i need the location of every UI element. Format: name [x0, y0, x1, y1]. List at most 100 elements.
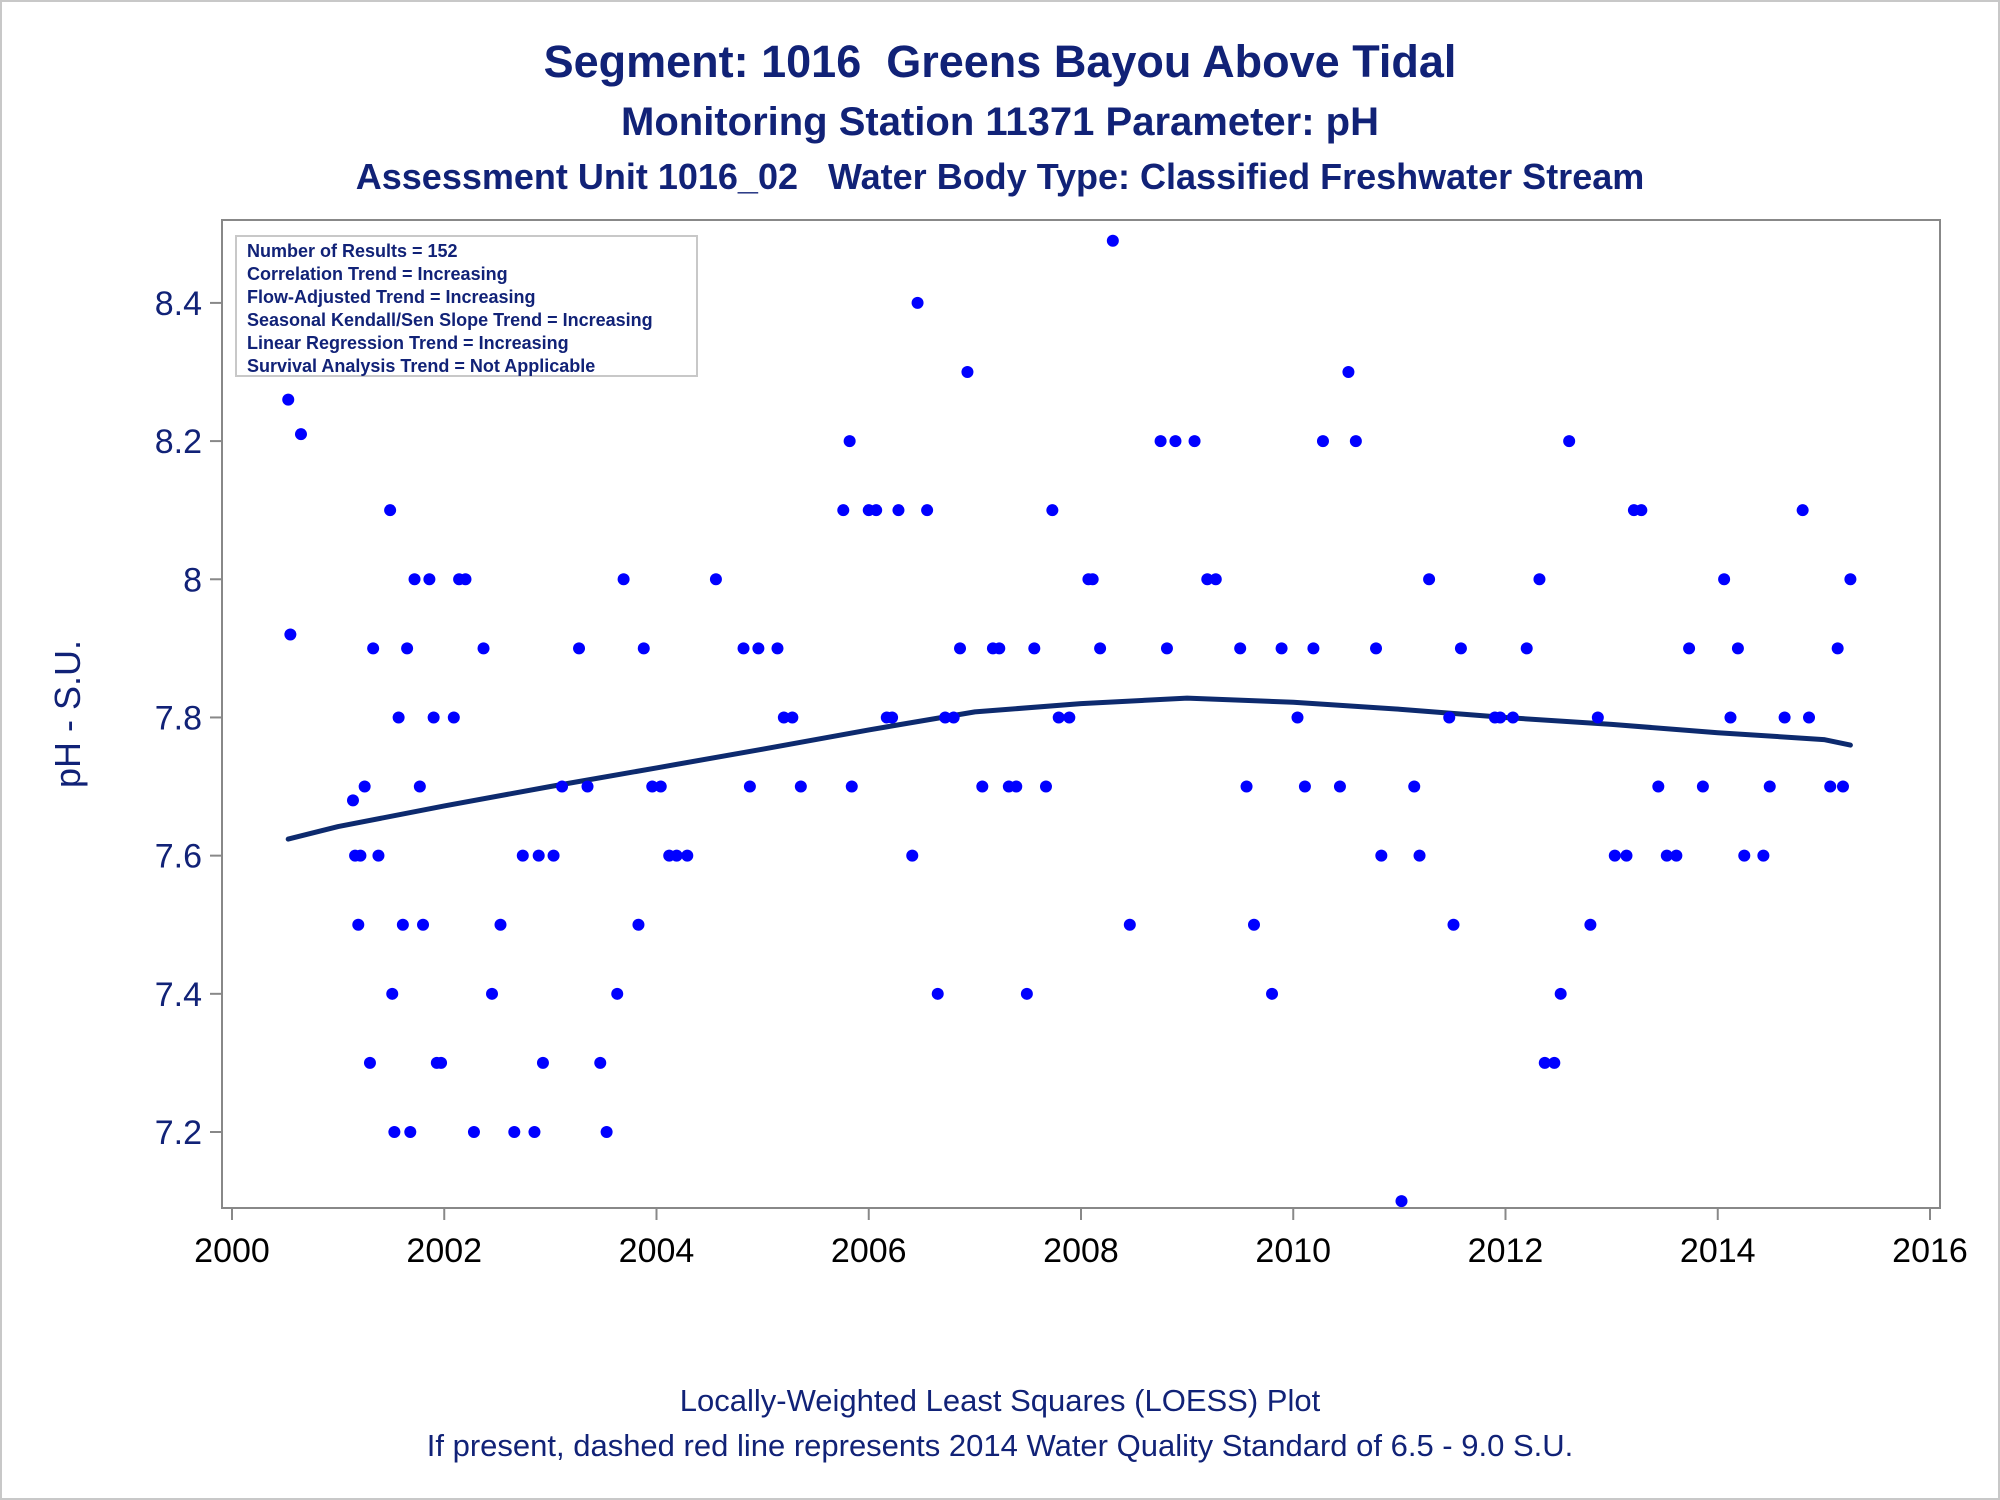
x-tick-label: 2010: [1255, 1232, 1331, 1270]
data-point: [1123, 918, 1136, 931]
data-point: [1563, 435, 1576, 448]
data-point: [1247, 918, 1260, 931]
data-point: [1408, 780, 1421, 793]
data-point: [594, 1056, 607, 1069]
data-point: [1349, 435, 1362, 448]
data-point: [1803, 711, 1816, 724]
footnote-standard: If present, dashed red line represents 2…: [426, 1428, 1574, 1463]
chart-title: Segment: 1016 Greens Bayou Above Tidal: [543, 36, 1457, 87]
data-point: [1620, 849, 1633, 862]
x-tick-label: 2012: [1468, 1232, 1544, 1270]
data-point: [1234, 642, 1247, 655]
x-tick-label: 2002: [406, 1232, 482, 1270]
data-point: [892, 504, 905, 517]
data-point: [392, 711, 405, 724]
y-tick-label: 8.2: [155, 423, 202, 461]
data-point: [401, 642, 414, 655]
data-point: [961, 366, 974, 378]
data-point: [845, 780, 858, 793]
trend-legend-frame: [235, 235, 698, 377]
data-point: [1538, 1056, 1551, 1069]
data-point: [413, 780, 426, 793]
data-point: [1052, 711, 1065, 724]
data-point: [358, 780, 371, 793]
data-point: [1548, 1056, 1561, 1069]
data-point: [617, 573, 630, 586]
data-point: [1106, 234, 1119, 247]
data-point: [637, 642, 650, 655]
data-point: [1160, 642, 1173, 655]
data-point: [1443, 711, 1456, 724]
data-point: [743, 780, 756, 793]
data-point: [1652, 780, 1665, 793]
data-point: [417, 918, 430, 931]
data-point: [1738, 849, 1751, 862]
data-point: [447, 711, 460, 724]
data-point: [1554, 987, 1567, 1000]
data-point: [1094, 642, 1107, 655]
data-point: [786, 711, 799, 724]
trend-legend-lines: Number of Results = 152 Correlation Trend…: [247, 241, 653, 376]
data-point: [386, 987, 399, 1000]
data-point: [408, 573, 421, 586]
data-point: [1506, 711, 1519, 724]
data-point: [600, 1126, 613, 1138]
data-point: [1591, 711, 1604, 724]
trend-legend-line: Survival Analysis Trend = Not Applicable: [247, 356, 595, 376]
trend-legend-line: Seasonal Kendall/Sen Slope Trend = Incre…: [247, 310, 653, 330]
data-point: [1316, 435, 1329, 448]
data-point: [1447, 918, 1460, 931]
y-tick-label: 8.4: [155, 285, 202, 323]
loess-curve: [285, 695, 1853, 842]
data-point: [777, 711, 790, 724]
data-point: [921, 504, 934, 517]
data-point: [1333, 780, 1346, 793]
data-point: [1307, 642, 1320, 655]
data-point: [367, 642, 380, 655]
data-point: [681, 849, 694, 862]
data-point: [1240, 780, 1253, 793]
data-point: [494, 918, 507, 931]
trend-legend-line: Flow-Adjusted Trend = Increasing: [247, 287, 536, 307]
data-point: [1796, 504, 1809, 517]
data-point: [396, 918, 409, 931]
data-point: [993, 642, 1006, 655]
data-point: [477, 642, 490, 655]
data-point: [752, 642, 765, 655]
data-point: [870, 504, 883, 517]
trend-legend-line: Number of Results = 152: [247, 241, 458, 261]
x-tick-label: 2014: [1680, 1232, 1756, 1270]
data-point: [654, 780, 667, 793]
data-point: [1718, 573, 1731, 586]
data-point: [354, 849, 367, 862]
data-point: [911, 296, 924, 309]
x-tick-label: 2008: [1043, 1232, 1119, 1270]
data-point: [1608, 849, 1621, 862]
data-point: [1454, 642, 1467, 655]
data-point: [931, 987, 944, 1000]
data-point: [581, 780, 594, 793]
data-point: [528, 1126, 541, 1138]
data-point: [1494, 711, 1507, 724]
data-point: [837, 504, 850, 517]
loess-layer: [285, 695, 1853, 842]
data-point: [1275, 642, 1288, 655]
data-point: [435, 1056, 448, 1069]
data-point: [737, 642, 750, 655]
data-point: [1724, 711, 1737, 724]
trend-legend-line: Linear Regression Trend = Increasing: [247, 333, 569, 353]
data-point: [1520, 642, 1533, 655]
data-point: [1395, 1195, 1408, 1208]
data-point: [1533, 573, 1546, 586]
y-tick-label: 7.8: [155, 699, 202, 737]
data-point: [372, 849, 385, 862]
data-point: [352, 918, 365, 931]
y-axis: 7.2 7.4 7.6 7.8 8 8.2 8.4: [155, 285, 222, 1152]
data-point: [1763, 780, 1776, 793]
data-point: [632, 918, 645, 931]
y-tick-label: 7.2: [155, 1114, 202, 1152]
data-point: [1342, 366, 1355, 378]
data-point: [771, 642, 784, 655]
data-point: [794, 780, 807, 793]
